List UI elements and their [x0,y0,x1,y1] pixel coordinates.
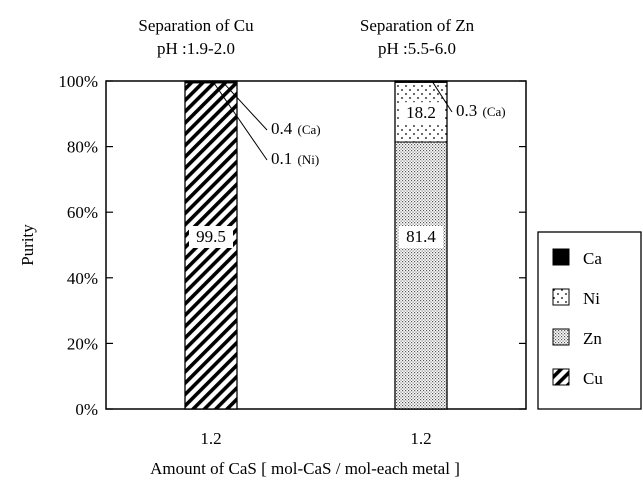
legend-label-ca: Ca [583,249,602,268]
annotations: 99.5 0.1 (Ni) 0.4 (Ca) 81.4 18.2 0.3 (Ca) [189,81,506,248]
legend-swatch-ni [552,288,570,306]
data-label-ni: 18.2 [406,103,436,122]
data-label-bg [399,102,443,125]
data-label-ca: 0.4 [271,119,293,138]
y-tick-label: 40% [67,269,98,288]
data-label-ni: 0.1 [271,149,292,168]
legend: Ca Ni Zn Cu [537,231,642,410]
y-axis-label: Purity [18,224,37,266]
legend-swatch-cu [552,368,570,386]
data-label-bg [399,226,443,248]
data-label-ca: 0.3 [456,101,477,120]
bar-outline [394,80,448,410]
legend-label-cu: Cu [583,369,603,388]
x-ticks: 1.2 1.2 [200,429,431,448]
plot-area [105,80,527,410]
y-tick-label: 60% [67,203,98,222]
legend-swatch-zn [552,328,570,346]
y-tick-label: 20% [67,334,98,353]
data-label-main: 99.5 [196,227,226,246]
bar-segment-zn [394,141,448,410]
group-1-title-line1: Separation of Cu [138,16,254,35]
leader-line [213,82,268,161]
y-tick-label: 80% [67,138,98,157]
legend-label-ni: Ni [583,289,600,308]
x-axis-label: Amount of CaS [ mol-CaS / mol-each metal… [150,459,460,478]
leader-line [222,81,268,131]
group-2-title-line1: Separation of Zn [360,16,475,35]
x-tick-label: 1.2 [410,429,431,448]
legend-label-zn: Zn [583,329,602,348]
data-label-suffix: (Ca) [298,122,321,137]
data-label-suffix: (Ca) [483,104,506,119]
group-1-title-line2: pH :1.9-2.0 [157,39,235,58]
y-tick-label: 100% [58,72,98,91]
data-label-main: 81.4 [406,227,436,246]
group-2-title-line2: pH :5.5-6.0 [378,39,456,58]
x-tick-label: 1.2 [200,429,221,448]
legend-swatch-ca [552,248,570,266]
data-label-suffix: (Ni) [298,152,320,167]
leader-line [432,81,453,113]
data-label-bg [189,226,233,248]
y-tick-label: 0% [75,400,98,419]
y-ticks: 0% 20% 40% 60% 80% 100% [58,72,526,419]
bar-outline [184,80,238,410]
